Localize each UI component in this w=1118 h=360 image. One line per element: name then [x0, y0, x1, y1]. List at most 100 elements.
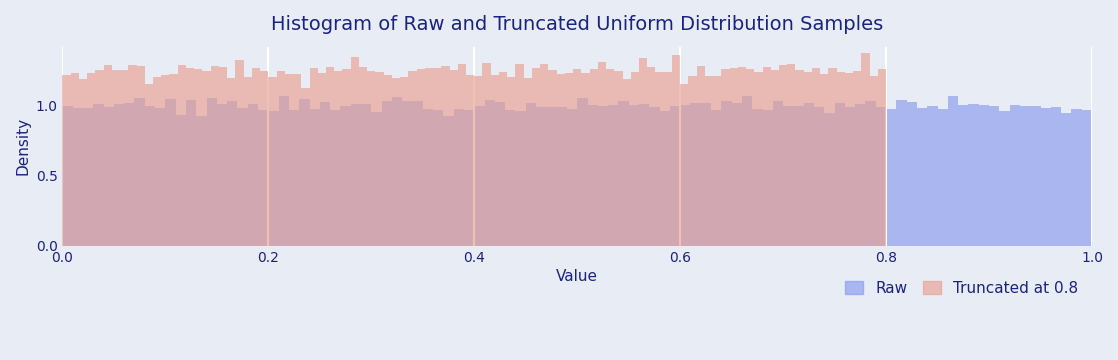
- Bar: [567, 109, 577, 246]
- Bar: [917, 108, 927, 246]
- Bar: [145, 84, 153, 246]
- Bar: [828, 68, 836, 246]
- Bar: [664, 72, 672, 246]
- Bar: [878, 69, 887, 246]
- Bar: [515, 64, 523, 246]
- Bar: [293, 74, 301, 246]
- Bar: [814, 107, 824, 246]
- Bar: [532, 68, 540, 246]
- Bar: [958, 105, 968, 246]
- Legend: Raw, Truncated at 0.8: Raw, Truncated at 0.8: [838, 275, 1084, 302]
- Bar: [548, 70, 557, 246]
- Bar: [136, 66, 145, 246]
- Bar: [887, 109, 897, 246]
- Bar: [855, 104, 865, 246]
- Bar: [207, 98, 217, 246]
- Bar: [248, 104, 258, 246]
- Bar: [907, 102, 917, 246]
- Bar: [574, 69, 581, 246]
- Bar: [342, 69, 351, 246]
- Bar: [79, 79, 87, 246]
- Bar: [845, 107, 855, 246]
- Bar: [1030, 106, 1041, 246]
- Bar: [824, 113, 835, 246]
- X-axis label: Value: Value: [557, 269, 598, 284]
- Bar: [202, 71, 210, 246]
- Bar: [63, 106, 73, 246]
- Bar: [244, 77, 252, 246]
- Bar: [268, 111, 278, 246]
- Bar: [773, 101, 783, 246]
- Bar: [285, 73, 293, 246]
- Bar: [821, 74, 828, 246]
- Bar: [508, 77, 515, 246]
- Bar: [155, 108, 165, 246]
- Bar: [400, 77, 408, 246]
- Title: Histogram of Raw and Truncated Uniform Distribution Samples: Histogram of Raw and Truncated Uniform D…: [271, 15, 883, 34]
- Bar: [268, 77, 276, 246]
- Bar: [334, 71, 342, 246]
- Bar: [310, 68, 318, 246]
- Bar: [433, 68, 442, 246]
- Bar: [114, 104, 124, 246]
- Bar: [999, 111, 1010, 246]
- Bar: [252, 68, 260, 246]
- Bar: [770, 69, 779, 246]
- Bar: [237, 108, 248, 246]
- Bar: [359, 67, 367, 246]
- Bar: [655, 72, 664, 246]
- Bar: [178, 65, 186, 246]
- Bar: [779, 65, 787, 246]
- Bar: [186, 68, 195, 246]
- Bar: [499, 72, 508, 246]
- Bar: [536, 107, 547, 246]
- Bar: [371, 112, 381, 246]
- Bar: [104, 107, 114, 246]
- Bar: [413, 101, 423, 246]
- Bar: [301, 88, 310, 246]
- Bar: [454, 109, 464, 246]
- Bar: [587, 105, 598, 246]
- Bar: [927, 107, 938, 246]
- Bar: [647, 67, 655, 246]
- Bar: [505, 110, 515, 246]
- Bar: [288, 110, 300, 246]
- Bar: [484, 100, 495, 246]
- Bar: [853, 71, 861, 246]
- Bar: [731, 103, 742, 246]
- Bar: [875, 107, 887, 246]
- Bar: [70, 73, 79, 246]
- Bar: [392, 97, 402, 246]
- Bar: [794, 106, 804, 246]
- Bar: [210, 67, 219, 246]
- Bar: [746, 69, 755, 246]
- Bar: [835, 103, 845, 246]
- Bar: [618, 101, 628, 246]
- Bar: [680, 105, 691, 246]
- Bar: [170, 74, 178, 246]
- Bar: [402, 101, 413, 246]
- Bar: [861, 53, 870, 246]
- Bar: [836, 72, 845, 246]
- Bar: [623, 79, 631, 246]
- Bar: [219, 67, 227, 246]
- Bar: [351, 104, 361, 246]
- Bar: [495, 102, 505, 246]
- Bar: [300, 99, 310, 246]
- Bar: [598, 106, 608, 246]
- Bar: [721, 101, 731, 246]
- Bar: [227, 101, 237, 246]
- Bar: [639, 58, 647, 246]
- Bar: [73, 108, 83, 246]
- Bar: [367, 71, 376, 246]
- Bar: [614, 71, 623, 246]
- Bar: [581, 73, 589, 246]
- Bar: [787, 64, 796, 246]
- Bar: [762, 109, 773, 246]
- Bar: [361, 104, 371, 246]
- Bar: [483, 63, 491, 246]
- Bar: [95, 70, 104, 246]
- Bar: [525, 103, 536, 246]
- Bar: [383, 75, 392, 246]
- Bar: [978, 105, 989, 246]
